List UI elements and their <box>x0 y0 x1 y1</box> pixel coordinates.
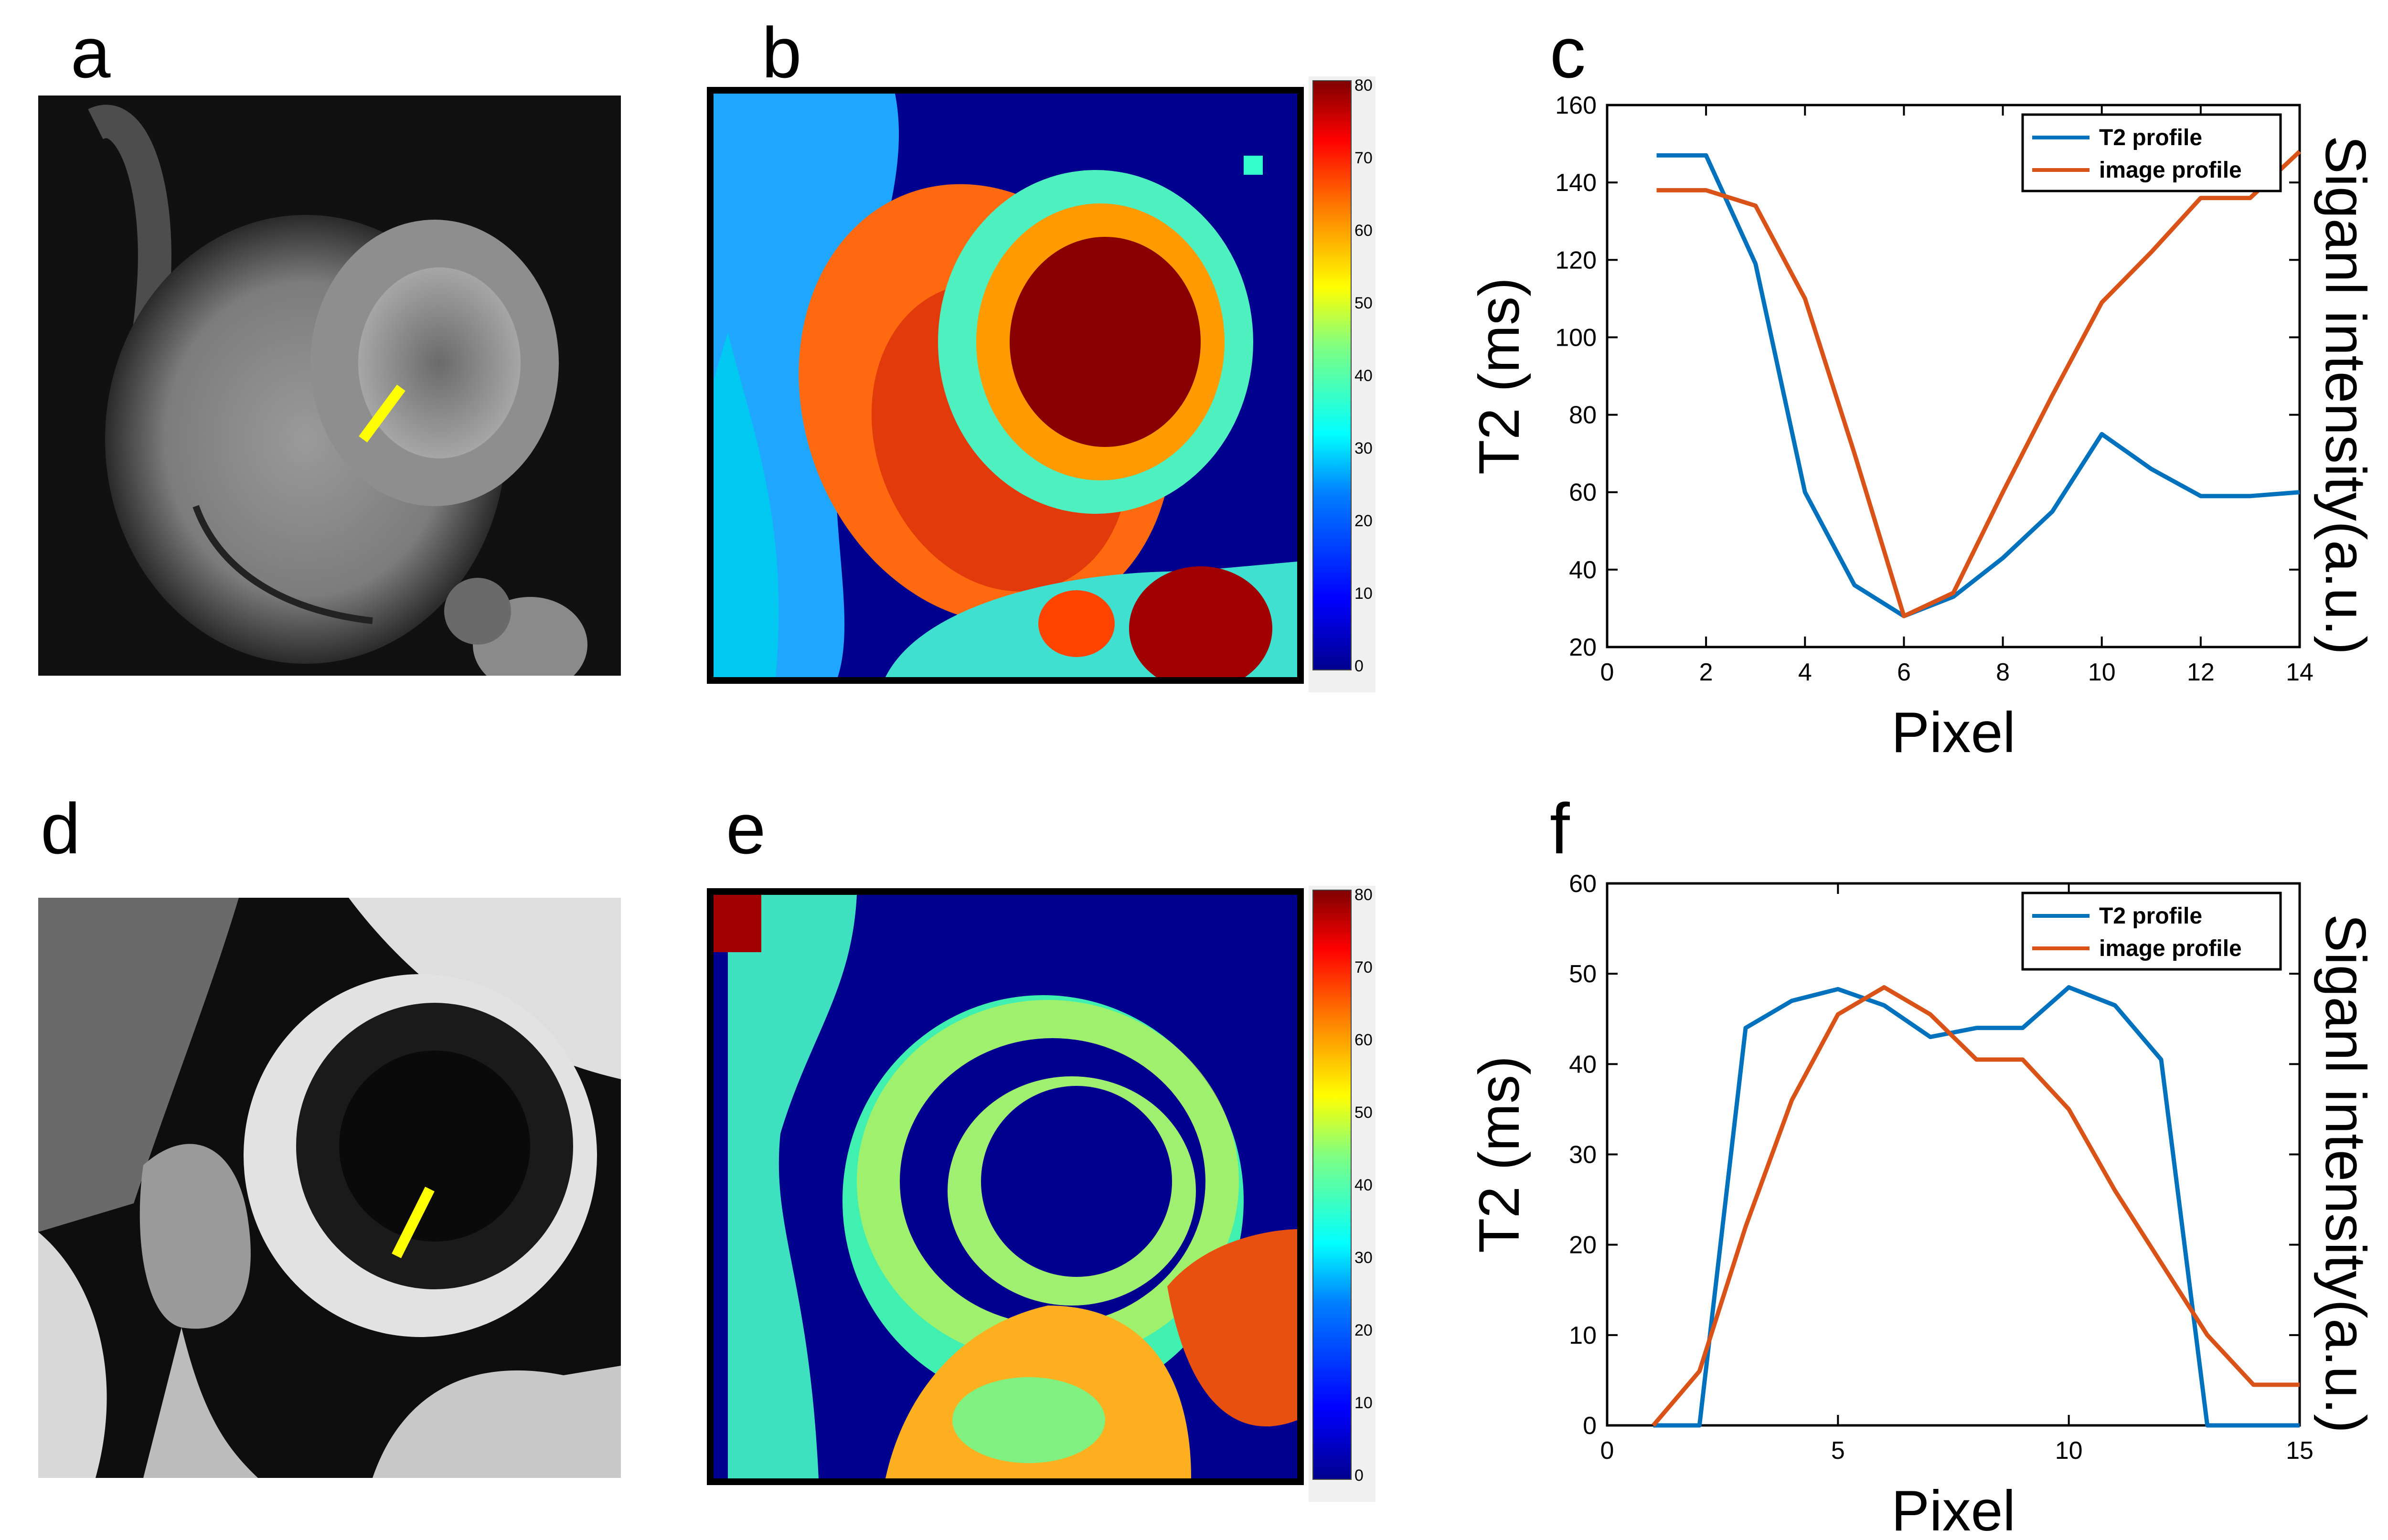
x-tick-label: 12 <box>2187 658 2215 686</box>
t2-map-e <box>707 888 1304 1485</box>
profile-marker-d <box>392 1187 435 1258</box>
series-line-t2-profile <box>1656 153 2300 618</box>
y-tick-label: 50 <box>1569 960 1597 988</box>
y-axis-label-right: Siganl intensity(a.u.) <box>2313 914 2377 1433</box>
x-tick-label: 5 <box>1831 1437 1845 1465</box>
y-tick-label: 20 <box>1569 1232 1597 1259</box>
mri-image-a <box>38 96 621 676</box>
legend-label: T2 profile <box>2099 125 2202 150</box>
colorbar-b-tick-60: 60 <box>1354 222 1373 240</box>
colorbar-b-tick-50: 50 <box>1354 294 1373 312</box>
colorbar-e-tick-0: 0 <box>1354 1466 1364 1485</box>
panel-label-d: d <box>41 788 81 869</box>
mri-image-a-graphic <box>38 96 621 676</box>
colorbar-e-tick-10: 10 <box>1354 1394 1373 1412</box>
colorbar-b-tick-10: 10 <box>1354 584 1373 603</box>
panel-label-c: c <box>1550 12 1586 93</box>
colorbar-b-tick-30: 30 <box>1354 439 1373 457</box>
colorbar-b-tick-40: 40 <box>1354 367 1373 385</box>
y-tick-label: 0 <box>1583 1412 1597 1440</box>
y-tick-label: 10 <box>1569 1322 1597 1349</box>
y-tick-label: 140 <box>1555 169 1597 197</box>
x-tick-label: 0 <box>1600 1437 1614 1465</box>
x-tick-label: 0 <box>1600 658 1614 686</box>
panel-label-f: f <box>1550 788 1570 869</box>
line-chart-f: 0 5 10 15 0 10 20 30 40 50 60 Pixel T2 (ms) Siganl in… <box>1467 870 2377 1540</box>
legend-box <box>2021 892 2282 971</box>
legend-label: image profile <box>2099 158 2242 183</box>
colorbar-e-tick-70: 70 <box>1354 958 1373 977</box>
x-axis-label: Pixel <box>1891 701 2015 764</box>
colorbar-e-gradient <box>1312 890 1352 1480</box>
legend: T2 profile image profile <box>2021 892 2282 971</box>
colorbar-e-tick-60: 60 <box>1354 1031 1373 1049</box>
colorbar-b: 80 70 60 50 40 30 20 10 0 <box>1309 76 1375 692</box>
colorbar-e: 80 70 60 50 40 30 20 10 0 <box>1309 886 1375 1502</box>
x-axis-label: Pixel <box>1891 1479 2015 1540</box>
x-tick-label: 4 <box>1798 658 1812 686</box>
legend: T2 profile image profile <box>2021 113 2282 192</box>
y-axis-label: T2 (ms) <box>1467 1056 1531 1253</box>
y-tick-label: 160 <box>1555 92 1597 119</box>
colorbar-b-tick-20: 20 <box>1354 512 1373 530</box>
y-tick-label: 40 <box>1569 556 1597 584</box>
x-tick-label: 10 <box>2055 1437 2083 1465</box>
t2-map-b-graphic <box>714 94 1297 677</box>
x-tick-label: 10 <box>2088 658 2116 686</box>
y-axis-label-right: Siganl intensity(a.u.) <box>2313 136 2377 655</box>
series-line-image-profile <box>1652 985 2300 1427</box>
x-tick-label: 8 <box>1996 658 2010 686</box>
y-tick-label: 60 <box>1569 479 1597 507</box>
y-axis-label: T2 (ms) <box>1467 277 1531 475</box>
panel-label-b: b <box>762 12 802 93</box>
plot-frame <box>1606 882 2301 1427</box>
legend-box <box>2021 113 2282 192</box>
profile-marker-a <box>359 384 405 443</box>
y-tick-label: 80 <box>1569 402 1597 429</box>
t2-map-e-graphic <box>714 895 1297 1478</box>
mri-image-d <box>38 898 621 1478</box>
series-line-image-profile <box>1656 150 2302 618</box>
x-tick-label: 6 <box>1897 658 1911 686</box>
y-tick-label: 120 <box>1555 246 1597 274</box>
legend-label: T2 profile <box>2099 903 2202 929</box>
y-tick-label: 20 <box>1569 634 1597 661</box>
panel-label-e: e <box>726 788 766 869</box>
colorbar-b-gradient <box>1312 80 1352 670</box>
y-tick-label: 30 <box>1569 1141 1597 1169</box>
colorbar-b-tick-70: 70 <box>1354 149 1373 167</box>
colorbar-b-tick-80: 80 <box>1354 76 1373 95</box>
x-tick-label: 2 <box>1699 658 1713 686</box>
colorbar-e-tick-50: 50 <box>1354 1104 1373 1122</box>
series-line-t2-profile <box>1653 985 2300 1428</box>
legend-label: image profile <box>2099 936 2242 961</box>
y-tick-label: 60 <box>1569 870 1597 898</box>
panel-label-a: a <box>71 12 111 93</box>
colorbar-e-tick-30: 30 <box>1354 1249 1373 1267</box>
y-tick-label: 40 <box>1569 1051 1597 1078</box>
colorbar-e-tick-40: 40 <box>1354 1176 1373 1194</box>
t2-map-b <box>707 87 1304 684</box>
y-tick-label: 100 <box>1555 324 1597 351</box>
mri-image-d-graphic <box>38 898 621 1478</box>
colorbar-b-tick-0: 0 <box>1354 657 1364 675</box>
colorbar-e-tick-80: 80 <box>1354 886 1373 904</box>
colorbar-e-tick-20: 20 <box>1354 1321 1373 1339</box>
x-tick-label: 15 <box>2286 1437 2313 1465</box>
x-tick-label: 14 <box>2286 658 2313 686</box>
line-chart-c: 0 2 4 6 8 10 12 14 20 40 60 80 100 120 140 160 Pixel T2 (… <box>1467 92 2377 764</box>
